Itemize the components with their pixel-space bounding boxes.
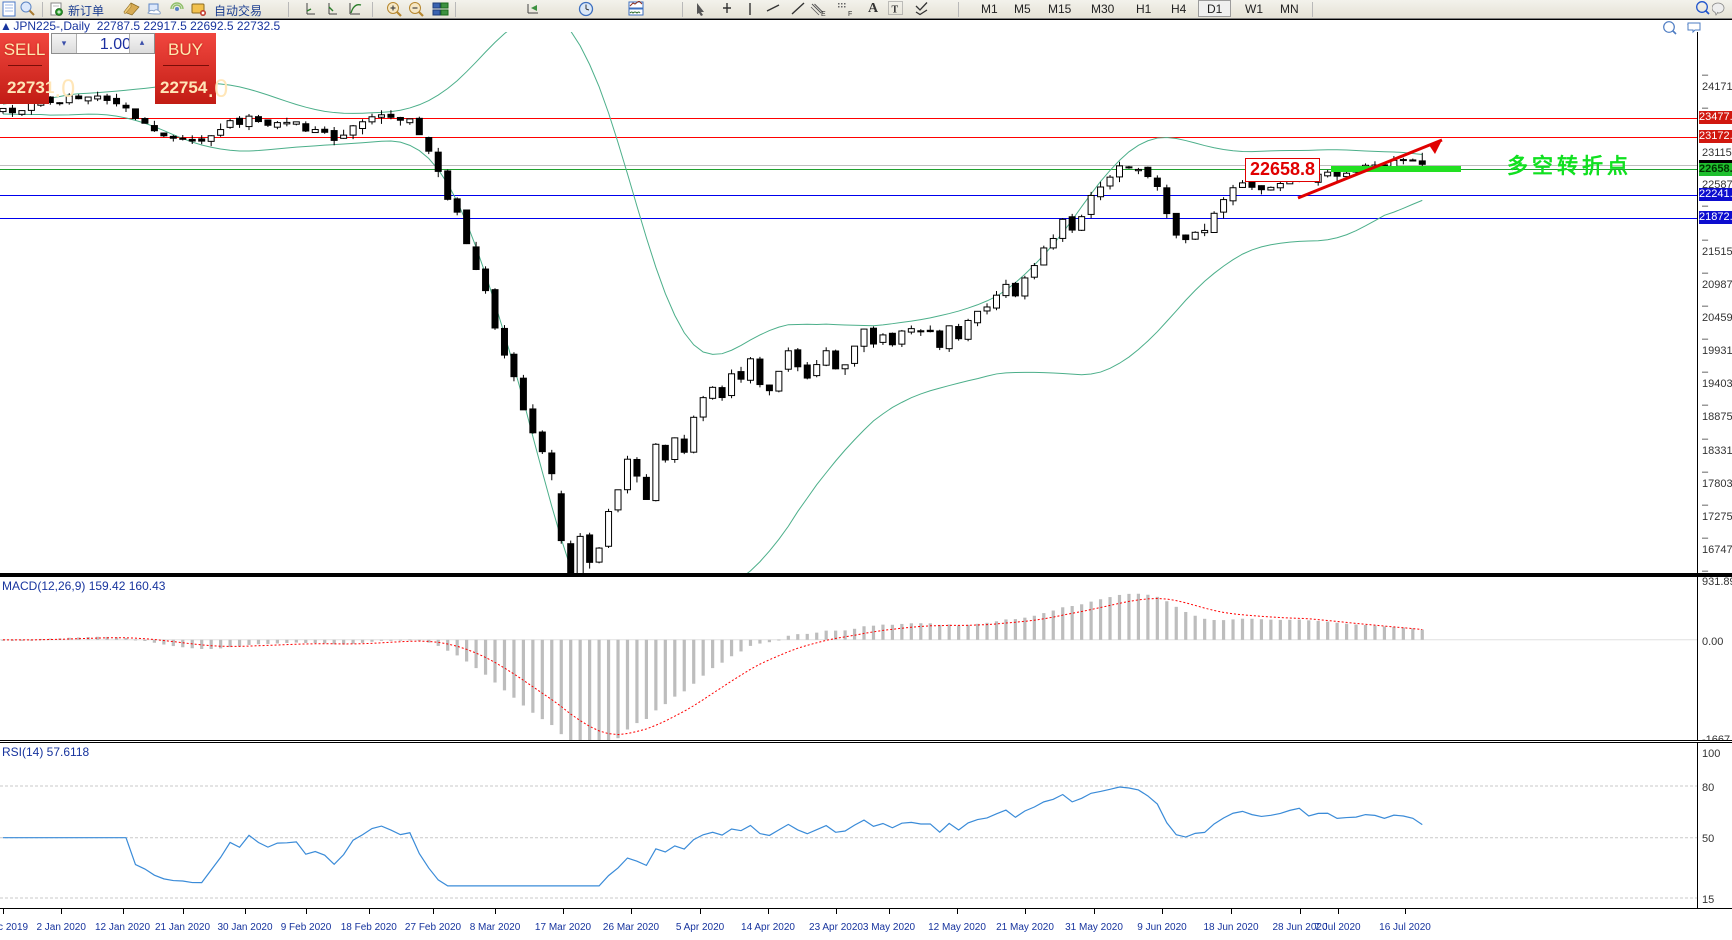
svg-text:E: E <box>821 11 826 17</box>
svg-text:T: T <box>892 5 899 16</box>
svg-text:F: F <box>848 11 852 17</box>
